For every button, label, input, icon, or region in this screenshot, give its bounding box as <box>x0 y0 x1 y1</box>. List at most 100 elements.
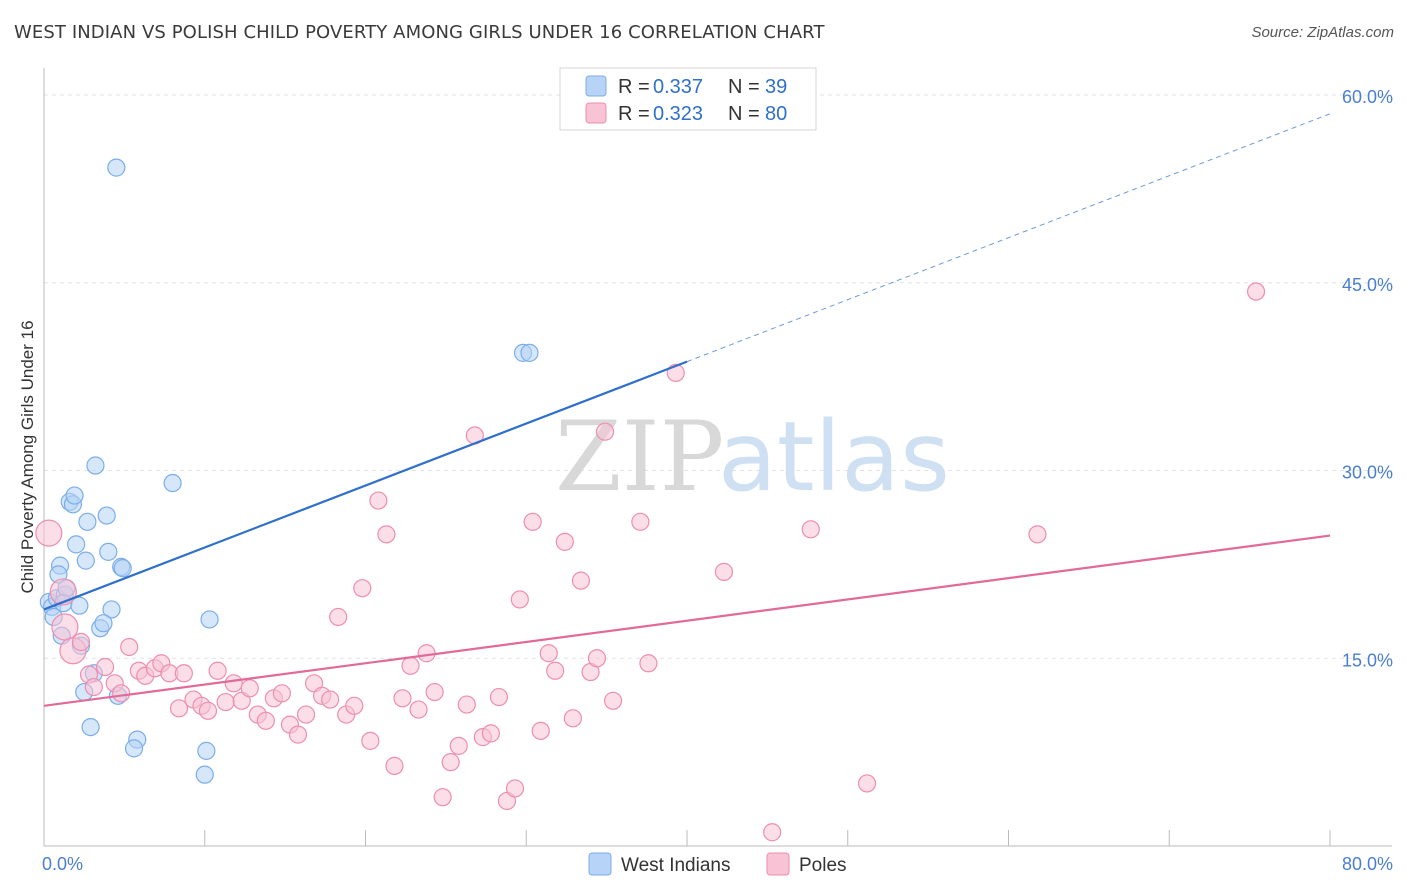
point-poles <box>441 753 460 772</box>
trend-lines <box>43 113 1331 707</box>
legend: R = 0.337 N = 39 R = 0.323 N = 80 <box>559 67 817 131</box>
legend-r-label: R = <box>618 76 650 98</box>
legend-swatch-west-indians <box>585 75 607 97</box>
point-west-indians <box>200 610 219 629</box>
point-poles <box>801 520 820 539</box>
point-poles <box>95 657 115 677</box>
watermark: ZIP atlas <box>555 401 950 513</box>
point-poles <box>563 709 582 728</box>
point-west-indians <box>65 486 84 505</box>
bottom-legend-swatch-poles <box>766 852 790 876</box>
point-west-indians <box>97 506 116 525</box>
point-poles <box>296 705 316 724</box>
point-west-indians <box>76 551 95 570</box>
chart-title: WEST INDIAN VS POLISH CHILD POVERTY AMON… <box>14 22 825 43</box>
point-west-indians <box>94 614 113 633</box>
point-west-indians <box>195 765 214 784</box>
y-tick-labels: 15.0% 30.0% 45.0% 60.0% <box>1342 87 1393 670</box>
legend-n-value-poles: 80 <box>765 103 787 125</box>
point-poles <box>409 700 428 719</box>
x-tick-label: 80.0% <box>1342 854 1393 874</box>
bottom-legend-swatch-west-indians <box>588 852 612 876</box>
source-label: Source: ZipAtlas.com <box>1251 24 1394 41</box>
point-west-indians <box>81 717 100 737</box>
point-poles <box>639 654 658 673</box>
point-west-indians <box>163 473 182 493</box>
point-poles <box>489 687 509 707</box>
point-poles <box>288 725 308 744</box>
trend-line-west-indians <box>43 360 688 611</box>
point-poles <box>329 607 348 627</box>
point-poles <box>208 661 227 680</box>
point-poles <box>385 756 404 775</box>
y-axis-title: Child Poverty Among Girls Under 16 <box>18 320 37 593</box>
point-west-indians <box>124 739 144 758</box>
point-west-indians <box>86 456 105 475</box>
point-poles <box>112 684 131 703</box>
point-poles <box>763 823 782 842</box>
point-poles <box>603 691 623 710</box>
point-poles <box>272 684 292 703</box>
point-poles <box>216 692 235 712</box>
point-poles <box>377 525 396 544</box>
point-poles <box>631 512 650 531</box>
y-tick-label: 60.0% <box>1342 87 1393 107</box>
bottom-legend-label-west-indians: West Indians <box>621 855 730 876</box>
point-poles <box>401 656 420 675</box>
legend-swatch-poles <box>585 102 607 124</box>
point-poles <box>393 689 412 708</box>
legend-row-poles: R = 0.323 N = 80 <box>585 102 787 125</box>
legend-r-value-west-indians: 0.337 <box>653 76 703 98</box>
point-poles <box>539 644 558 663</box>
legend-n-value-west-indians: 39 <box>765 76 787 98</box>
point-poles <box>433 788 452 807</box>
point-poles <box>505 779 525 798</box>
point-poles <box>256 711 275 730</box>
point-poles <box>174 664 193 683</box>
point-poles <box>369 491 388 510</box>
point-poles <box>169 699 189 718</box>
point-poles <box>546 661 565 680</box>
watermark-atlas: atlas <box>718 401 950 513</box>
y-tick-label: 15.0% <box>1342 650 1393 670</box>
point-west-indians <box>102 600 121 619</box>
point-poles <box>857 774 877 793</box>
point-poles <box>425 682 444 702</box>
point-poles <box>555 532 574 551</box>
point-poles <box>1028 525 1047 544</box>
point-poles <box>510 590 529 609</box>
gridlines <box>44 94 1392 659</box>
x-tick-label: 0.0% <box>42 854 83 874</box>
point-poles <box>321 690 340 709</box>
legend-r-value-poles: 0.323 <box>653 103 703 125</box>
watermark-zip: ZIP <box>555 401 724 513</box>
bottom-legend-label-poles: Poles <box>799 855 847 876</box>
point-poles <box>361 731 380 750</box>
y-tick-label: 45.0% <box>1342 275 1393 295</box>
legend-row-west-indians: R = 0.337 N = 39 <box>585 75 787 98</box>
point-poles <box>523 512 542 531</box>
trend-line-poles <box>43 534 1331 707</box>
x-axis-ticks <box>43 830 1331 846</box>
point-poles <box>35 519 63 547</box>
point-poles <box>353 579 372 598</box>
point-poles <box>240 679 259 698</box>
bottom-legend: West Indians Poles <box>588 852 847 876</box>
trend-line-extension-west-indians <box>686 113 1331 363</box>
legend-n-label: N = <box>728 76 760 98</box>
point-poles <box>457 695 476 714</box>
point-poles <box>51 613 79 641</box>
y-tick-label: 30.0% <box>1342 463 1393 483</box>
point-poles <box>224 674 243 693</box>
point-poles <box>1246 282 1266 301</box>
point-west-indians <box>107 158 126 177</box>
point-poles <box>417 644 436 663</box>
point-west-indians <box>197 741 216 760</box>
point-poles <box>71 632 91 652</box>
point-poles <box>587 649 607 668</box>
point-west-indians <box>520 343 539 362</box>
point-poles <box>84 677 103 697</box>
point-poles <box>714 562 734 581</box>
point-poles <box>120 637 139 657</box>
